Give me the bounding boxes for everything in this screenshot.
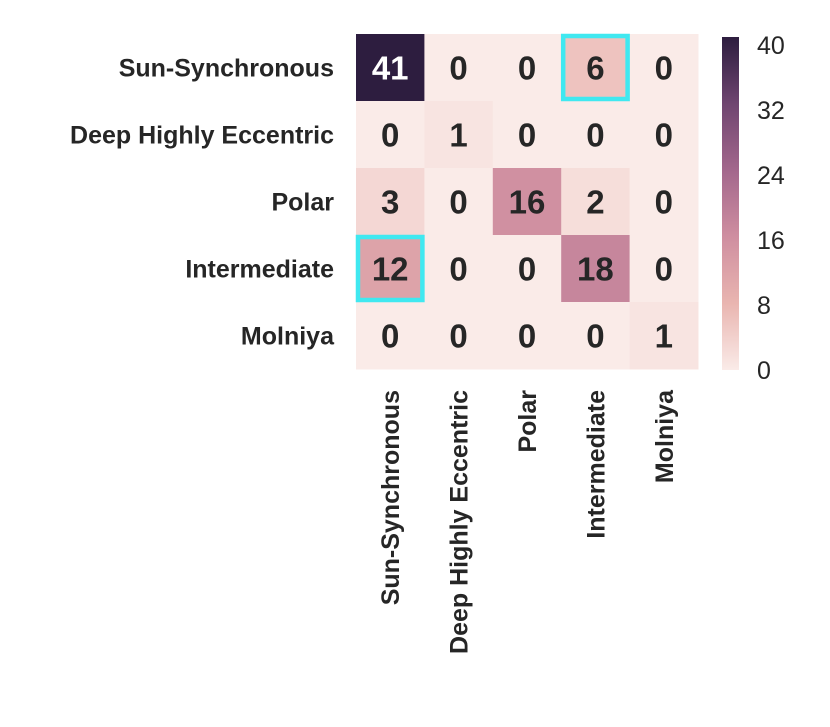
- heatmap-cell: [561, 168, 631, 236]
- heatmap-cells: 41 0 0 6 00 1 0 0 03 0 16 2 012 0 0 18 00 0 0 0 1: [356, 34, 699, 370]
- cell-value-label: 0: [449, 184, 467, 221]
- row-label: Sun-Synchronous: [119, 55, 334, 83]
- cell-value-label: 0: [586, 318, 604, 355]
- row-label: Deep Highly Eccentric: [70, 122, 334, 150]
- heatmap-cell: [424, 34, 494, 102]
- cell-value-label: 0: [655, 117, 673, 154]
- colorbar-tick-label: 40: [757, 32, 785, 60]
- cell-value-label: 1: [655, 318, 673, 355]
- colorbar-ticks: 0 8 16 24 32 40: [757, 32, 785, 385]
- heatmap-cell: [561, 235, 631, 303]
- heatmap-cell: [492, 235, 562, 303]
- heatmap-cell: [561, 34, 631, 102]
- heatmap-cell: [356, 302, 425, 370]
- column-labels: Sun-Synchronous Deep Highly Eccentric Pola…: [377, 389, 679, 654]
- heatmap-cell: [629, 101, 699, 169]
- cell-value-label: 0: [518, 251, 536, 288]
- cell-value-label: 0: [381, 318, 399, 355]
- heatmap-cell: [561, 302, 631, 370]
- cell-value-label: 0: [449, 50, 467, 87]
- highlight-box: [560, 33, 630, 102]
- colorbar: [722, 37, 739, 370]
- highlight-boxes: [355, 33, 630, 303]
- colorbar-tick-label: 32: [757, 97, 785, 125]
- heatmap-cell: [424, 101, 494, 169]
- cell-value-label: 41: [372, 50, 409, 87]
- cell-value-label: 0: [518, 117, 536, 154]
- heatmap-cell: [492, 101, 562, 169]
- column-label: Polar: [514, 390, 542, 453]
- heatmap-cell: [561, 101, 631, 169]
- colorbar-tick-label: 24: [757, 162, 785, 190]
- colorbar-tick-label: 8: [757, 292, 771, 320]
- heatmap-cell: [424, 302, 494, 370]
- column-label: Intermediate: [582, 390, 610, 539]
- cell-value-label: 0: [381, 117, 399, 154]
- heatmap-cell: [629, 235, 699, 303]
- cell-value-label: 3: [381, 184, 399, 221]
- cell-value-label: 0: [518, 318, 536, 355]
- heatmap-cell: [424, 235, 494, 303]
- cell-value-label: 0: [655, 50, 673, 87]
- cell-value-label: 16: [509, 184, 546, 221]
- cell-value-label: 6: [586, 50, 604, 87]
- row-label: Polar: [271, 189, 334, 217]
- heatmap-cell: [356, 101, 425, 169]
- row-label: Molniya: [241, 323, 335, 351]
- cell-value-label: 0: [449, 251, 467, 288]
- cell-value-label: 0: [655, 184, 673, 221]
- heatmap-cell: [629, 34, 699, 102]
- cell-value-label: 0: [518, 50, 536, 87]
- column-label: Sun-Synchronous: [377, 390, 405, 605]
- cell-value-label: 0: [586, 117, 604, 154]
- cell-value-label: 2: [586, 184, 604, 221]
- cell-value-label: 1: [449, 117, 467, 154]
- row-label: Intermediate: [185, 256, 334, 284]
- row-labels: Sun-Synchronous Deep Highly Eccentric Pola…: [70, 55, 335, 351]
- heatmap-cell: [492, 168, 562, 236]
- column-label: Molniya: [651, 389, 679, 483]
- heatmap-cell: [356, 235, 425, 303]
- heatmap-cell: [492, 34, 562, 102]
- colorbar-gradient: [722, 37, 739, 370]
- heatmap-cell: [492, 302, 562, 370]
- colorbar-tick-label: 0: [757, 357, 771, 385]
- heatmap-cell: [424, 168, 494, 236]
- cell-value-label: 0: [449, 318, 467, 355]
- cell-value-label: 12: [372, 251, 409, 288]
- colorbar-tick-label: 16: [757, 227, 785, 255]
- heatmap-cell: [629, 168, 699, 236]
- cell-value-label: 18: [577, 251, 614, 288]
- highlight-box: [355, 234, 425, 303]
- column-label: Deep Highly Eccentric: [446, 390, 474, 654]
- heatmap-cell: [629, 302, 699, 370]
- heatmap-cell: [356, 168, 425, 236]
- heatmap-cell: [356, 34, 425, 102]
- cell-value-label: 0: [655, 251, 673, 288]
